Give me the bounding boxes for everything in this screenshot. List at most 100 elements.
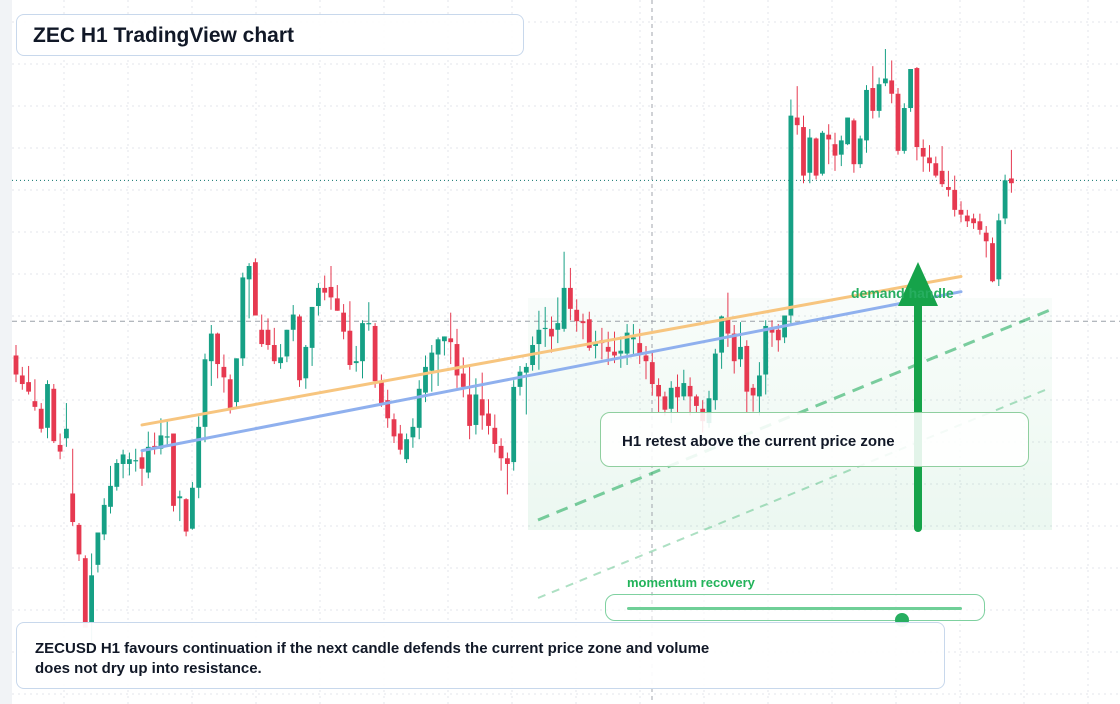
candle-body	[725, 318, 731, 334]
candle-down	[492, 414, 498, 453]
candle-up	[523, 363, 529, 415]
candle-body	[246, 266, 252, 280]
candle-body	[442, 336, 447, 342]
candle-down	[990, 237, 995, 283]
candle-body	[101, 504, 107, 535]
candle-body	[366, 323, 372, 325]
candle-body	[391, 419, 397, 437]
candle-up	[864, 85, 869, 153]
candle-up	[624, 324, 630, 365]
candle-body	[221, 366, 227, 378]
candle-body	[820, 132, 825, 174]
candle-down	[152, 432, 157, 455]
candle-up	[712, 348, 718, 410]
candle-down	[964, 209, 970, 227]
candle-down	[70, 448, 76, 526]
candle-body	[517, 371, 523, 387]
candle-body	[190, 487, 195, 529]
candle-body	[404, 439, 409, 460]
candle-body	[996, 220, 1002, 280]
candle-body	[171, 433, 176, 506]
momentum-slider[interactable]	[605, 594, 985, 627]
candle-up	[404, 433, 409, 464]
candle-down	[769, 320, 775, 347]
candle-up	[120, 449, 126, 479]
momentum-label: momentum recovery	[627, 575, 755, 590]
candle-body	[435, 339, 441, 355]
candle-body	[983, 232, 989, 242]
candle-body	[656, 384, 661, 397]
candle-body	[353, 361, 359, 364]
candle-body	[334, 298, 340, 311]
candle-down	[19, 366, 25, 390]
candle-up	[511, 380, 517, 471]
candle-body	[76, 524, 82, 555]
candle-body	[612, 351, 617, 356]
candle-down	[971, 213, 976, 229]
candle-down	[448, 312, 454, 365]
candle-body	[826, 134, 832, 140]
candle-down	[341, 304, 346, 340]
candle-body	[681, 383, 687, 397]
candle-body	[990, 243, 995, 282]
candle-down	[1009, 149, 1014, 193]
candle-body	[164, 436, 170, 438]
candle-body	[738, 346, 743, 360]
candle-body	[379, 381, 384, 405]
candle-down	[933, 156, 939, 178]
candle-down	[328, 266, 334, 310]
candle-down	[322, 275, 328, 301]
candle-down	[460, 357, 466, 398]
candle-body	[259, 329, 265, 345]
candle-body	[901, 108, 907, 151]
candle-body	[265, 329, 271, 346]
candle-body	[719, 316, 724, 353]
candle-body	[662, 396, 668, 410]
candle-body	[454, 344, 460, 376]
candle-up	[631, 324, 636, 355]
trendline-2	[140, 290, 963, 453]
candle-body	[706, 398, 712, 424]
candle-down	[895, 88, 901, 155]
candle-down	[920, 139, 926, 172]
candle-down	[171, 433, 176, 512]
candle-body	[618, 350, 624, 354]
candle-body	[208, 333, 214, 362]
candle-up	[763, 320, 769, 395]
candle-up	[435, 337, 441, 386]
candle-down	[977, 213, 983, 235]
candle-up	[536, 310, 542, 370]
candle-down	[870, 66, 876, 119]
candle-up	[360, 320, 365, 379]
candle-down	[826, 124, 832, 165]
candle-up	[177, 490, 183, 522]
candle-body	[920, 148, 926, 157]
candle-down	[914, 67, 920, 161]
candle-body	[127, 459, 132, 464]
candle-body	[832, 144, 838, 156]
candle-body	[360, 323, 365, 362]
candle-body	[57, 444, 63, 452]
candle-up	[45, 380, 50, 439]
candle-body	[561, 287, 567, 329]
candle-down	[13, 345, 19, 383]
analysis-note: ZECUSD H1 favours continuation if the ne…	[16, 622, 945, 689]
candle-body	[234, 358, 239, 403]
candle-body	[397, 433, 403, 450]
candle-down	[38, 403, 44, 433]
price-scale-strip	[0, 0, 12, 704]
candle-up	[353, 345, 359, 372]
candle-up	[719, 315, 724, 369]
candle-down	[952, 175, 958, 217]
candle-body	[448, 338, 454, 343]
candle-body	[278, 357, 283, 364]
candle-body	[473, 394, 479, 425]
candle-body	[108, 485, 113, 507]
candle-body	[253, 262, 258, 316]
projection-line	[537, 308, 1051, 522]
candle-up	[681, 369, 687, 401]
candle-body	[429, 352, 435, 371]
candle-body	[505, 458, 510, 464]
candle-body	[145, 446, 151, 473]
candle-up	[164, 419, 170, 446]
